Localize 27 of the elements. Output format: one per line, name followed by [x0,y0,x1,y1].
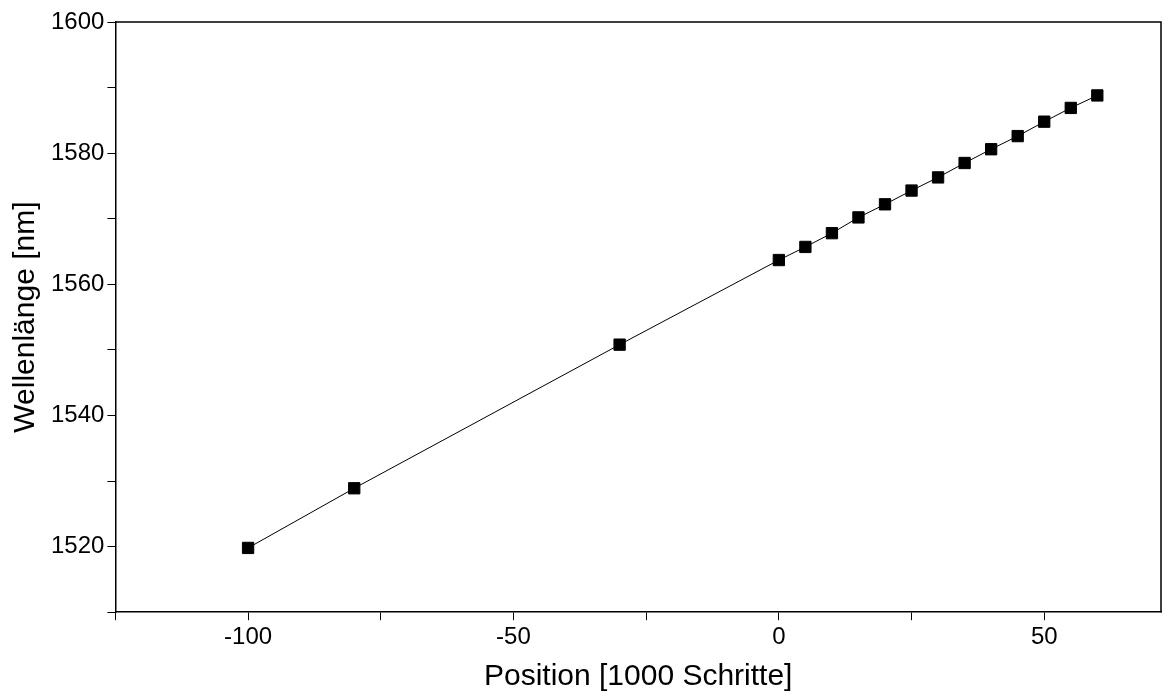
point [348,482,361,495]
y-tick-label: 1540 [51,400,105,428]
y-axis-title: Wellenlänge [nm] [7,201,41,433]
point [1038,115,1051,128]
x-axis-title: Position [1000 Schritte] [483,658,793,692]
point [1011,129,1024,143]
point [772,253,786,267]
y-tick-label: 1580 [51,137,105,165]
point [799,240,812,254]
point [852,211,865,224]
point [241,541,255,555]
y-tick-label: 1560 [51,268,105,296]
x-tick-label: -100 [224,622,273,650]
point [985,143,998,156]
y-tick-label: 1520 [51,531,105,559]
point [905,184,918,197]
x-tick-label: -50 [496,622,531,650]
point [1091,89,1104,102]
x-tick-label: 0 [772,622,786,650]
point [613,338,626,351]
point [825,227,839,240]
y-tick-label: 1600 [51,6,105,34]
point [1064,101,1077,115]
point [931,171,945,184]
point [878,198,892,211]
x-tick-label: 50 [1030,622,1058,650]
point [958,156,971,170]
